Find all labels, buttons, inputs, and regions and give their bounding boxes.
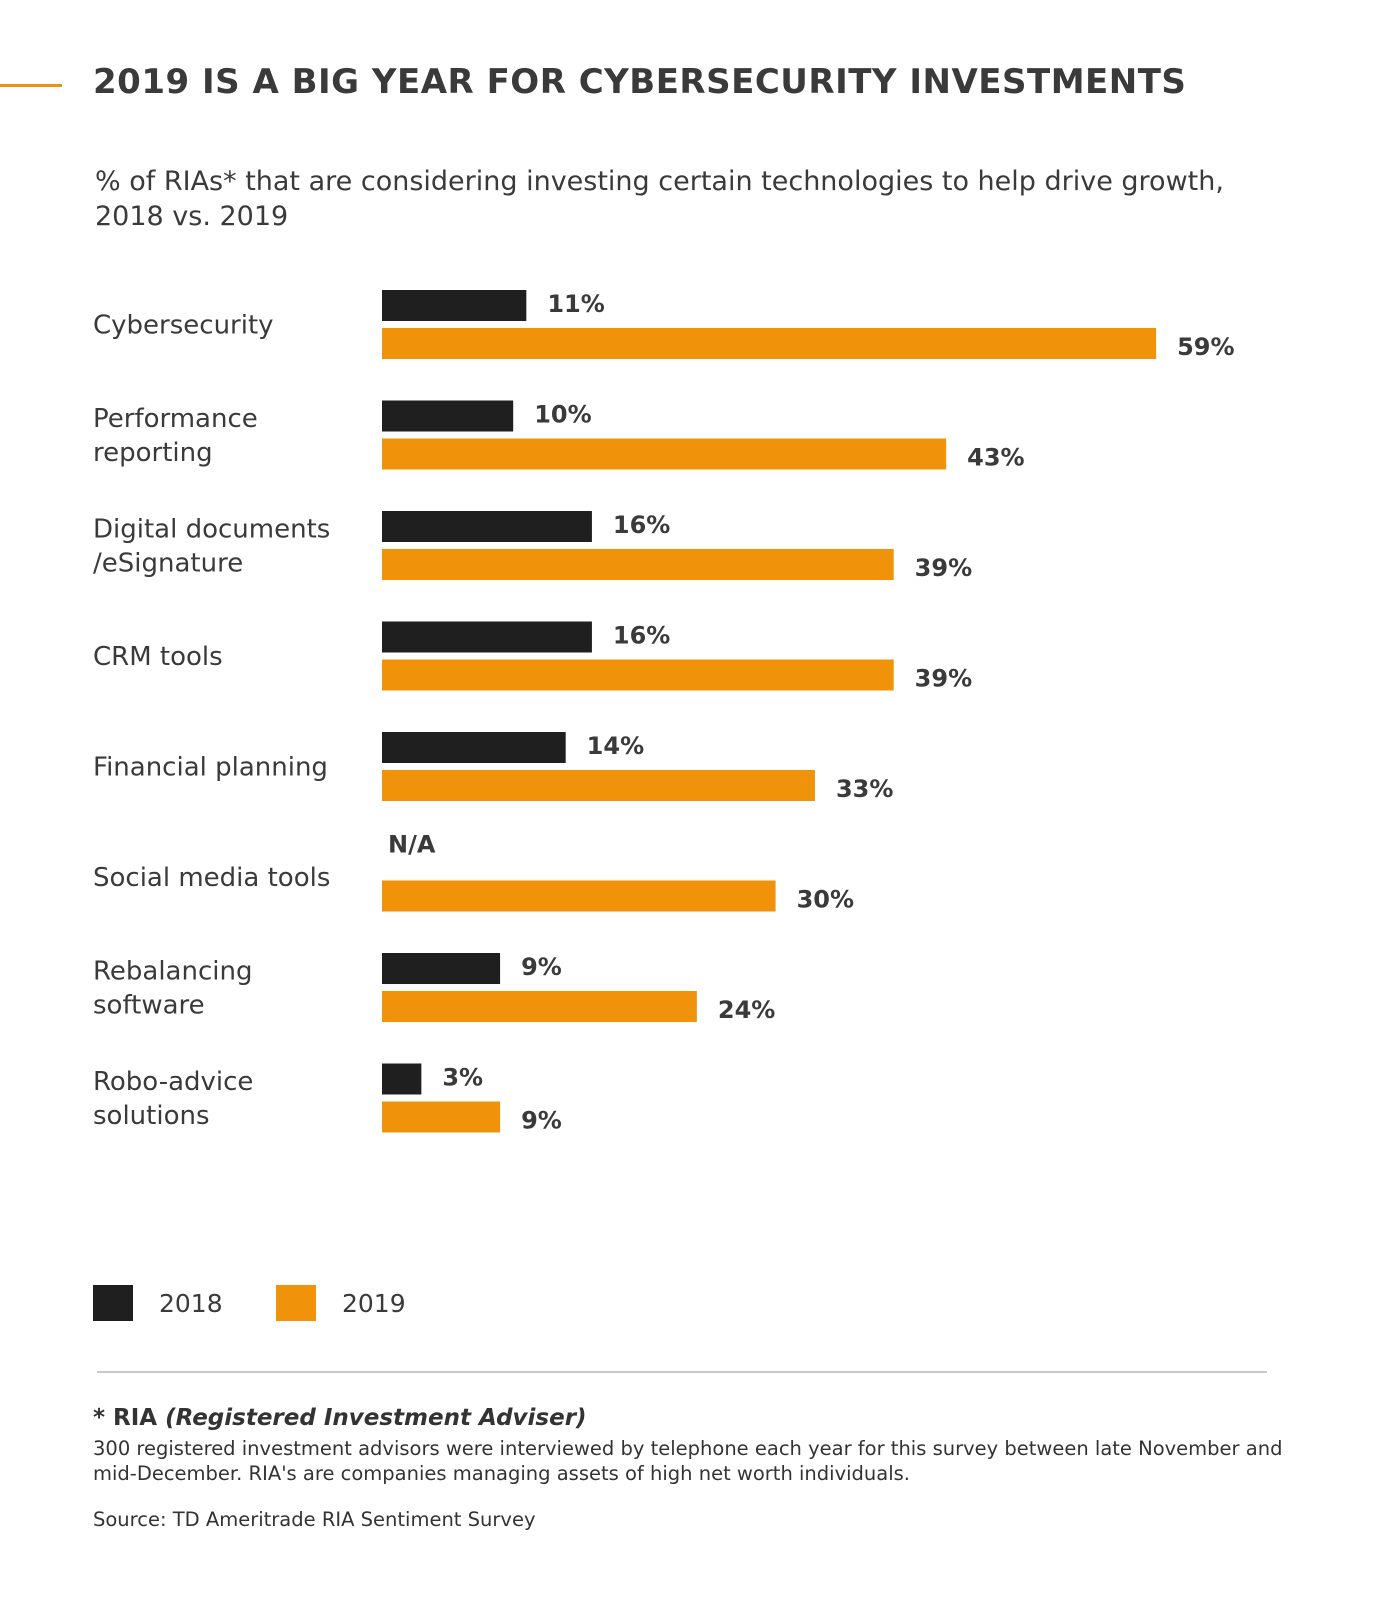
- bar-chart: Cybersecurity 11% 59% Performance reporting 1…: [93, 290, 1235, 1135]
- data-label-2019: 33%: [836, 775, 893, 803]
- legend-item-2019: 2019: [276, 1285, 406, 1321]
- footnote-title: * RIA (Registered Investment Adviser): [93, 1405, 587, 1431]
- legend-swatch-2019: [276, 1285, 316, 1321]
- category-label: software: [93, 991, 205, 1021]
- legend-label-2018: 2018: [159, 1288, 223, 1318]
- data-label-2019: 39%: [915, 665, 972, 693]
- category-label: solutions: [93, 1101, 210, 1131]
- legend-swatch-2018: [93, 1285, 133, 1321]
- bar-2019: [382, 1101, 501, 1133]
- data-label-2019: 59%: [1177, 333, 1234, 361]
- category-label: Digital documents: [93, 515, 330, 545]
- bar-2019: [382, 770, 815, 801]
- bar-2018: [382, 400, 514, 432]
- bar-2018: [382, 1063, 422, 1095]
- bar-2018: [382, 290, 527, 321]
- footnote-divider: [97, 1371, 1267, 1373]
- data-label-2019: 9%: [521, 1107, 562, 1135]
- legend-label-2019: 2019: [342, 1288, 406, 1318]
- bar-2018: [382, 732, 566, 763]
- bar-2018: [382, 953, 501, 984]
- bar-2018: [382, 511, 592, 542]
- category-label: Financial planning: [93, 753, 328, 783]
- data-label-2019: 39%: [915, 554, 972, 582]
- bar-2019: [382, 659, 894, 691]
- bar-2019: [382, 328, 1157, 359]
- data-label-2018: 16%: [613, 511, 670, 539]
- bar-2019: [382, 991, 697, 1022]
- chart-title: 2019 IS A BIG YEAR FOR CYBERSECURITY INV…: [93, 62, 1187, 102]
- data-label-2018: N/A: [388, 831, 436, 859]
- category-label: /eSignature: [93, 549, 243, 579]
- footnote-title-italic: (Registered Investment Adviser): [165, 1405, 587, 1431]
- data-label-2018: 10%: [534, 401, 591, 429]
- data-label-2018: 11%: [547, 290, 604, 318]
- source-note: Source: TD Ameritrade RIA Sentiment Surv…: [93, 1508, 536, 1531]
- category-label: reporting: [93, 438, 213, 468]
- category-label: Performance: [93, 404, 258, 434]
- data-label-2018: 3%: [442, 1064, 483, 1092]
- legend-item-2018: 2018: [93, 1285, 223, 1321]
- category-label: Cybersecurity: [93, 311, 274, 341]
- category-label: Social media tools: [93, 863, 330, 893]
- bar-2019: [382, 438, 947, 470]
- bar-2019: [382, 549, 894, 580]
- data-label-2019: 30%: [797, 886, 854, 914]
- data-label-2019: 43%: [967, 444, 1024, 472]
- category-label: Rebalancing: [93, 957, 252, 987]
- title-accent-line: [0, 84, 62, 87]
- bar-2018: [382, 621, 592, 653]
- data-label-2018: 9%: [521, 953, 562, 981]
- category-label: Robo-advice: [93, 1067, 253, 1097]
- chart-subtitle: % of RIAs* that are considering investin…: [95, 166, 1224, 232]
- footnote-text: 300 registered investment advisors were …: [93, 1437, 1283, 1485]
- category-label: CRM tools: [93, 642, 223, 672]
- data-label-2018: 16%: [613, 622, 670, 650]
- data-label-2018: 14%: [587, 732, 644, 760]
- footnote-title-prefix: * RIA: [93, 1405, 166, 1431]
- data-label-2019: 24%: [718, 996, 775, 1024]
- bar-2019: [382, 880, 776, 912]
